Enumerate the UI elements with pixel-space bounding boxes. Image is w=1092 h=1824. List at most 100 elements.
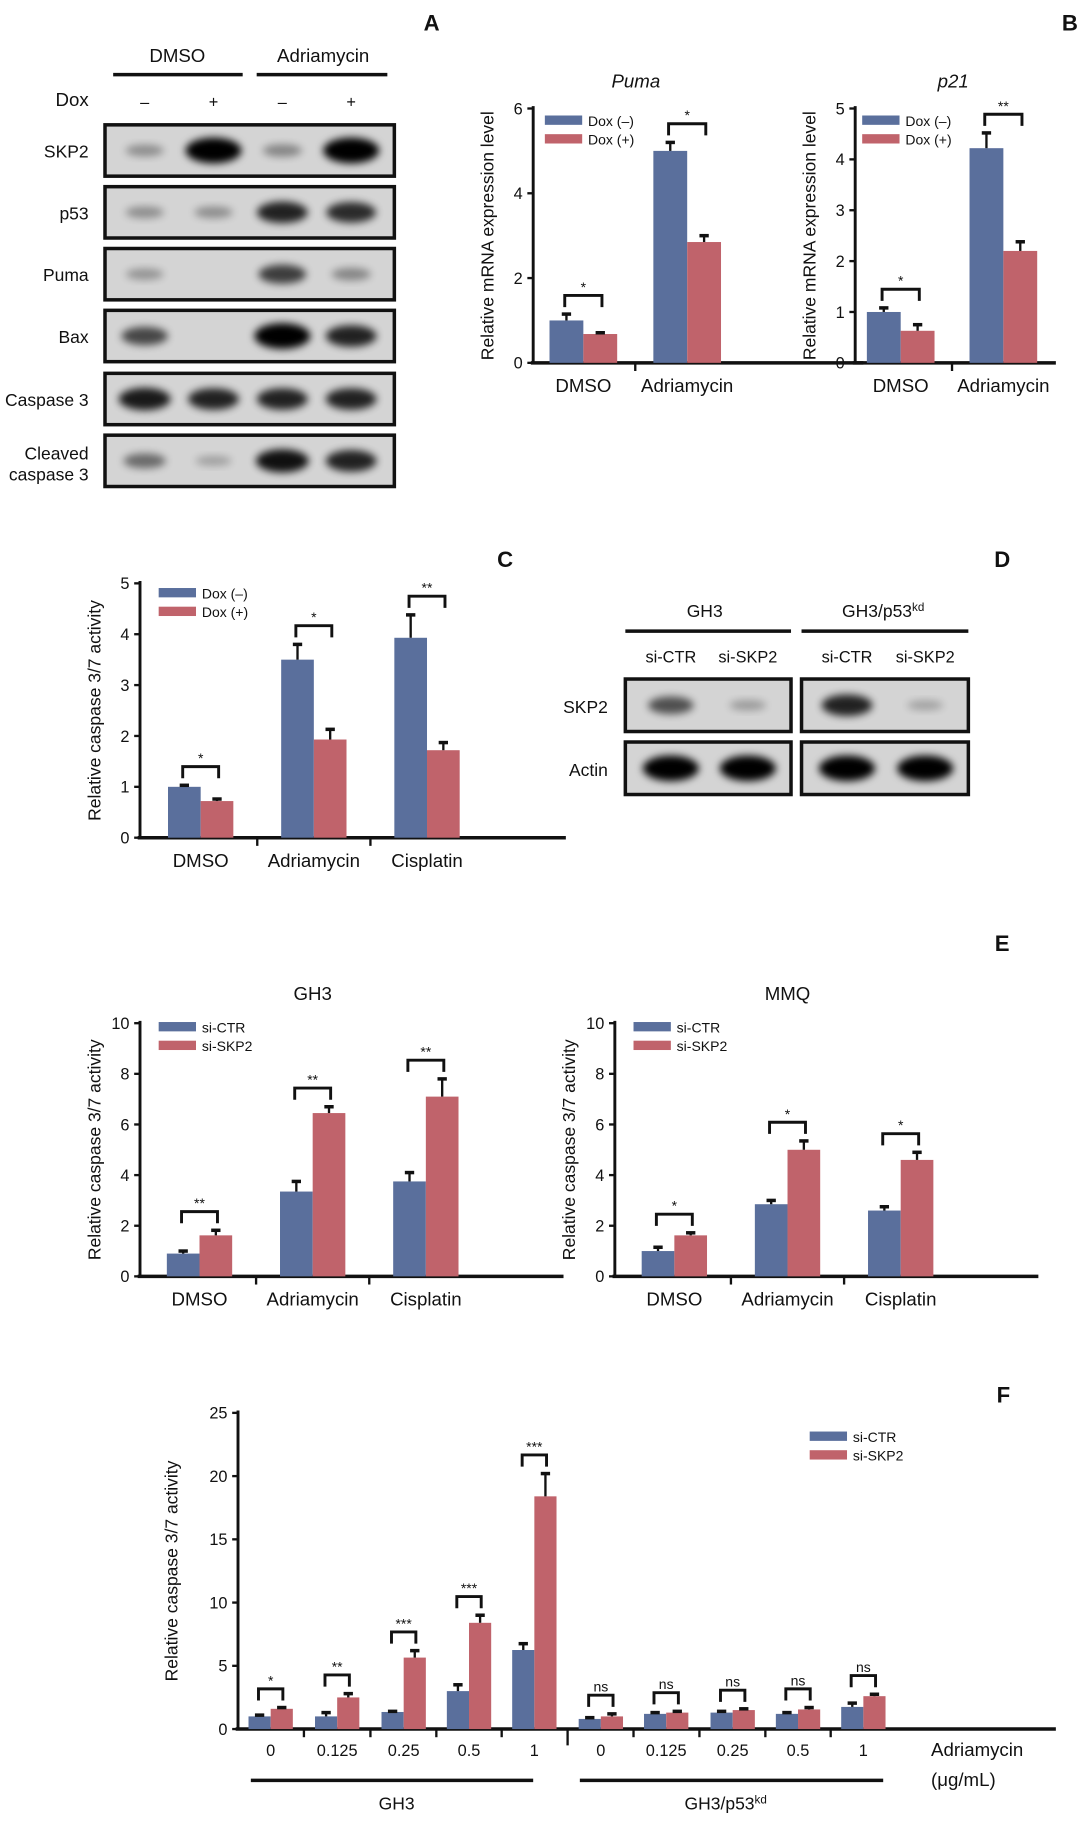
y-tick-label: 5 [218, 1658, 227, 1676]
bar-group: *** 0.5 [446, 1580, 492, 1760]
y-tick-label: 1 [120, 779, 129, 797]
bar-group: ** Adriamycin [267, 1072, 359, 1310]
y-tick-label: 0 [120, 1268, 129, 1286]
significance-label: ns [791, 1672, 806, 1688]
x-tick-label: 0.125 [317, 1742, 358, 1760]
blot-band [326, 201, 377, 223]
significance-bracket [652, 1691, 680, 1705]
significance-label: *** [461, 1580, 478, 1596]
y-tick-label: 10 [209, 1594, 227, 1612]
bar-group: *0 [248, 1672, 293, 1760]
legend-label: Dox (–) [588, 113, 634, 129]
bar-series2 [534, 1496, 557, 1730]
blot-row-0 [103, 123, 397, 178]
legend-label: Dox (+) [905, 132, 951, 148]
significance-bracket [880, 287, 921, 301]
panel-letter-e: E [995, 931, 1010, 956]
y-tick-label: 4 [836, 151, 845, 169]
bar-series2 [687, 242, 722, 363]
blot-band [256, 388, 308, 410]
bar-group: * DMSO [168, 750, 234, 871]
significance-label: * [898, 1117, 904, 1133]
bar-series1 [578, 1718, 601, 1730]
y-tick-label: 8 [120, 1066, 129, 1084]
bar-group: ns 0.125 [644, 1676, 689, 1760]
panel-letter-a: A [424, 10, 440, 35]
blot-band [262, 144, 302, 157]
blot-d-row-right [799, 677, 971, 734]
legend-label: si-CTR [677, 1020, 721, 1036]
significance-label: * [311, 609, 317, 625]
blot-row-label: SKP2 [44, 142, 89, 162]
chart-e-gh3: 0 2 4 6 8 10 Relative caspase 3/7 activity GH3 *… [84, 983, 564, 1310]
blot-row-2 [103, 246, 397, 302]
bar-series2 [425, 1096, 459, 1277]
x-tick-label: 0 [596, 1742, 605, 1760]
bar-group: * Adriamycin [641, 107, 733, 396]
blot-band [125, 144, 164, 157]
blot-band [897, 755, 954, 782]
blot-d-row-left [623, 740, 793, 797]
bar-series1 [841, 1706, 864, 1730]
significance-label: ns [725, 1674, 740, 1690]
y-axis-label: Relative caspase 3/7 activity [559, 1039, 579, 1260]
legend-swatch [158, 1040, 197, 1051]
blot-band [323, 137, 380, 164]
x-tick-label: 0.125 [646, 1742, 687, 1760]
y-tick-label: 3 [836, 202, 845, 220]
lane-label: si-SKP2 [896, 649, 955, 667]
bar-series1 [653, 150, 688, 363]
bar-group: *** 1 [512, 1438, 557, 1760]
legend-swatch [544, 115, 583, 125]
blot-band [195, 455, 232, 466]
bar-series1 [394, 637, 428, 838]
legend-label: si-SKP2 [202, 1038, 253, 1054]
bar-series2 [787, 1149, 821, 1277]
blot-band [125, 206, 164, 219]
legend-swatch [158, 606, 197, 617]
x-tick-label: Cisplatin [865, 1289, 937, 1310]
y-tick-label: 2 [120, 1218, 129, 1236]
y-tick-label: 4 [595, 1167, 604, 1185]
dox-sign: – [140, 93, 150, 111]
y-tick-label: 20 [209, 1468, 227, 1486]
x-tick-label: Adriamycin [268, 850, 360, 871]
bar-series2 [900, 330, 935, 363]
blot-row-label: SKP2 [563, 697, 608, 717]
blot-band [256, 201, 308, 224]
bar-series1 [710, 1712, 733, 1730]
significance-label: * [268, 1672, 274, 1688]
bar-series1 [969, 148, 1004, 363]
bar-series1 [641, 1251, 675, 1277]
blot-row-label: Caspase 3 [5, 390, 89, 410]
significance-label: * [684, 107, 690, 123]
x-tick-label: 1 [859, 1742, 868, 1760]
blot-row-label: p53 [59, 203, 88, 223]
chart-p21: 0 1 2 3 4 5 Relative mRNA expression level p21 *… [800, 71, 1056, 396]
legend-label: si-SKP2 [677, 1038, 728, 1054]
y-tick-label: 2 [120, 728, 129, 746]
significance-label: * [581, 279, 587, 295]
bar-group: ** Adriamycin [957, 98, 1049, 396]
significance-bracket [406, 1058, 446, 1072]
panel-letter-d: D [994, 547, 1010, 572]
y-tick-label: 0 [514, 355, 523, 373]
significance-bracket [983, 112, 1024, 126]
bar-series1 [281, 659, 314, 838]
y-axis-label: Relative mRNA expression level [478, 111, 498, 360]
blot-band [194, 206, 233, 219]
panel-letter-b: B [1062, 10, 1078, 35]
x-tick-label: Adriamycin [741, 1289, 833, 1310]
y-tick-label: 15 [209, 1531, 227, 1549]
bar-series1 [446, 1691, 470, 1730]
lane-label: si-CTR [645, 649, 696, 667]
legend-label: Dox (–) [202, 586, 248, 602]
chart-e-mmq: 0 2 4 6 8 10 Relative caspase 3/7 activity MMQ *… [559, 983, 1039, 1310]
blot-band [125, 268, 164, 280]
blot-row-label: Puma [43, 265, 89, 285]
bar-series2 [1003, 250, 1038, 363]
x-tick-label: DMSO [173, 850, 229, 871]
chart-title: Puma [611, 71, 660, 92]
